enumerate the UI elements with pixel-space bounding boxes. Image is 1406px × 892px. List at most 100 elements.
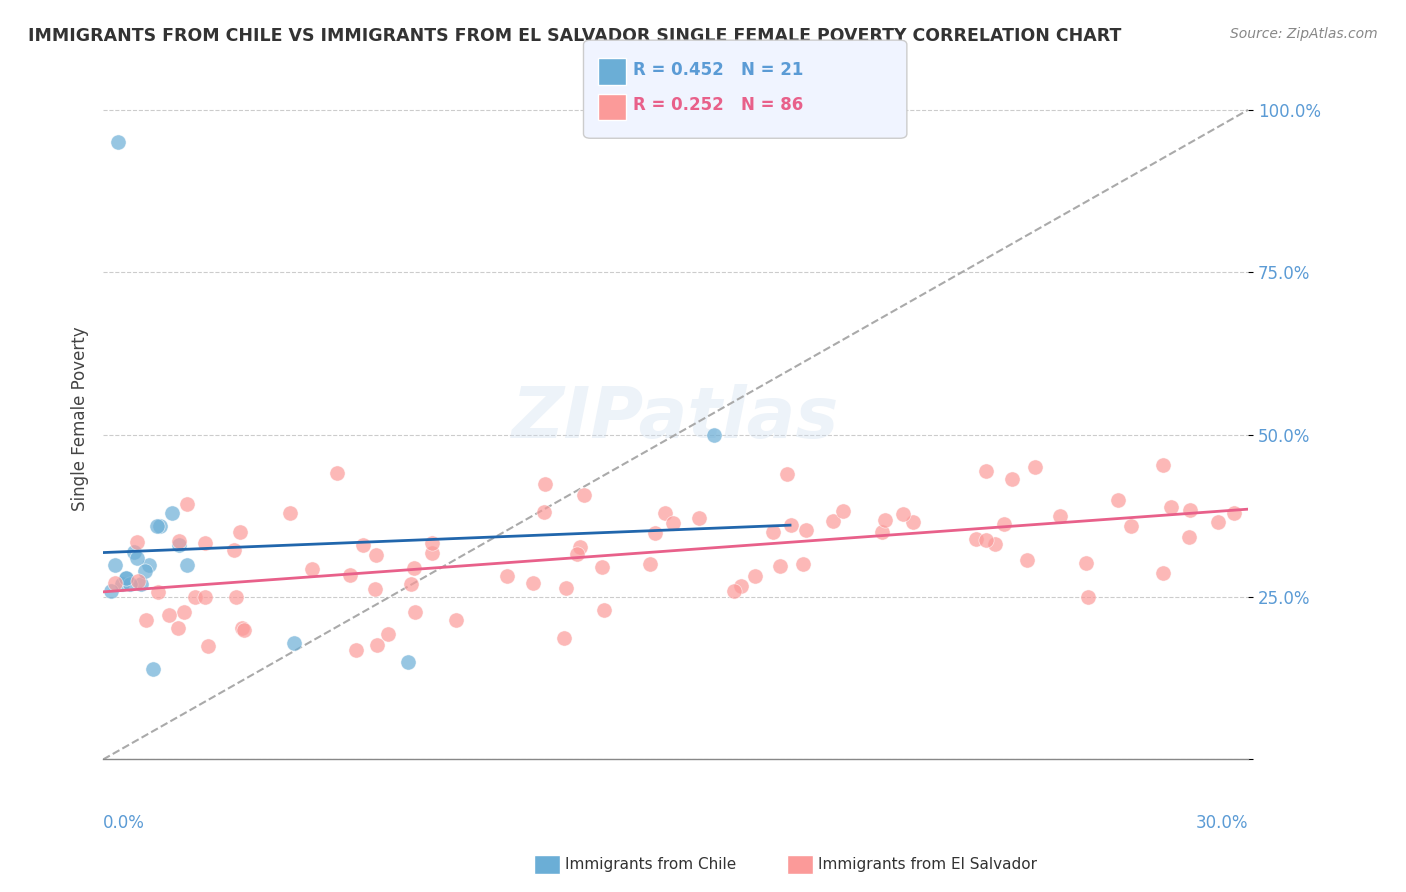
Point — [592, 603, 614, 617]
Point — [111, 577, 134, 591]
Point — [134, 564, 156, 578]
Text: IMMIGRANTS FROM CHILE VS IMMIGRANTS FROM EL SALVADOR SINGLE FEMALE POVERTY CORRE: IMMIGRANTS FROM CHILE VS IMMIGRANTS FROM… — [28, 27, 1122, 45]
Text: Immigrants from Chile: Immigrants from Chile — [565, 857, 737, 871]
Text: Immigrants from El Salvador: Immigrants from El Salvador — [818, 857, 1038, 871]
Point — [146, 584, 169, 599]
Point — [135, 613, 157, 627]
Point — [495, 569, 517, 583]
Point — [1178, 503, 1201, 517]
Point — [522, 575, 544, 590]
Point — [366, 549, 388, 563]
Point — [404, 605, 426, 619]
Text: Source: ZipAtlas.com: Source: ZipAtlas.com — [1230, 27, 1378, 41]
Point — [364, 582, 387, 596]
Text: ZIPatlas: ZIPatlas — [512, 384, 839, 453]
Point — [127, 574, 149, 589]
Point — [644, 526, 666, 541]
Point — [1049, 508, 1071, 523]
Point — [225, 591, 247, 605]
Point — [723, 583, 745, 598]
Point — [229, 525, 252, 540]
Point — [776, 467, 799, 481]
Point — [222, 543, 245, 558]
Point — [366, 638, 388, 652]
Point — [125, 535, 148, 549]
Point — [404, 561, 426, 575]
Point — [591, 560, 613, 574]
Point — [1160, 500, 1182, 514]
Point — [553, 631, 575, 645]
Point — [149, 518, 172, 533]
Point — [823, 515, 845, 529]
Point — [1178, 530, 1201, 544]
Point — [662, 516, 685, 530]
Point — [984, 536, 1007, 550]
Point — [569, 540, 592, 554]
Point — [233, 624, 256, 638]
Point — [129, 577, 152, 591]
Point — [1076, 557, 1098, 571]
Point — [831, 503, 853, 517]
Point — [138, 558, 160, 572]
Point — [792, 558, 814, 572]
Point — [160, 506, 183, 520]
Point — [399, 577, 422, 591]
Point — [100, 583, 122, 598]
Point — [1206, 515, 1229, 529]
Point — [1001, 472, 1024, 486]
Point — [1024, 459, 1046, 474]
Text: R = 0.452   N = 21: R = 0.452 N = 21 — [633, 61, 803, 78]
Point — [1017, 553, 1039, 567]
Point — [176, 558, 198, 572]
Point — [173, 605, 195, 619]
Point — [145, 518, 167, 533]
Point — [1107, 492, 1129, 507]
Point — [115, 571, 138, 585]
Point — [893, 508, 915, 522]
Point — [779, 518, 801, 533]
Point — [193, 590, 215, 604]
Point — [965, 533, 987, 547]
Point — [103, 576, 125, 591]
Point — [638, 557, 661, 571]
Point — [703, 427, 725, 442]
Point — [103, 558, 125, 572]
Point — [142, 661, 165, 675]
Point — [326, 467, 349, 481]
Point — [396, 655, 419, 669]
Point — [555, 581, 578, 595]
Point — [768, 559, 790, 574]
Point — [730, 579, 752, 593]
Point — [169, 538, 191, 552]
Point — [115, 571, 138, 585]
Point — [278, 506, 301, 520]
Point — [1222, 506, 1244, 520]
Point — [157, 607, 180, 622]
Point — [176, 497, 198, 511]
Point — [377, 626, 399, 640]
Point — [744, 568, 766, 582]
Point — [194, 536, 217, 550]
Point — [420, 546, 443, 560]
Text: 30.0%: 30.0% — [1195, 814, 1249, 832]
Text: 0.0%: 0.0% — [103, 814, 145, 832]
Point — [127, 551, 149, 566]
Point — [565, 547, 588, 561]
Point — [167, 533, 190, 548]
Point — [873, 512, 896, 526]
Point — [197, 639, 219, 653]
Point — [534, 477, 557, 491]
Point — [420, 536, 443, 550]
Point — [444, 613, 467, 627]
Point — [688, 511, 710, 525]
Point — [122, 544, 145, 558]
Point — [974, 533, 997, 547]
Point — [1152, 566, 1174, 581]
Point — [167, 621, 190, 635]
Text: R = 0.252   N = 86: R = 0.252 N = 86 — [633, 96, 803, 114]
Point — [1076, 590, 1098, 604]
Point — [301, 562, 323, 576]
Point — [533, 505, 555, 519]
Point — [762, 525, 785, 540]
Point — [339, 567, 361, 582]
